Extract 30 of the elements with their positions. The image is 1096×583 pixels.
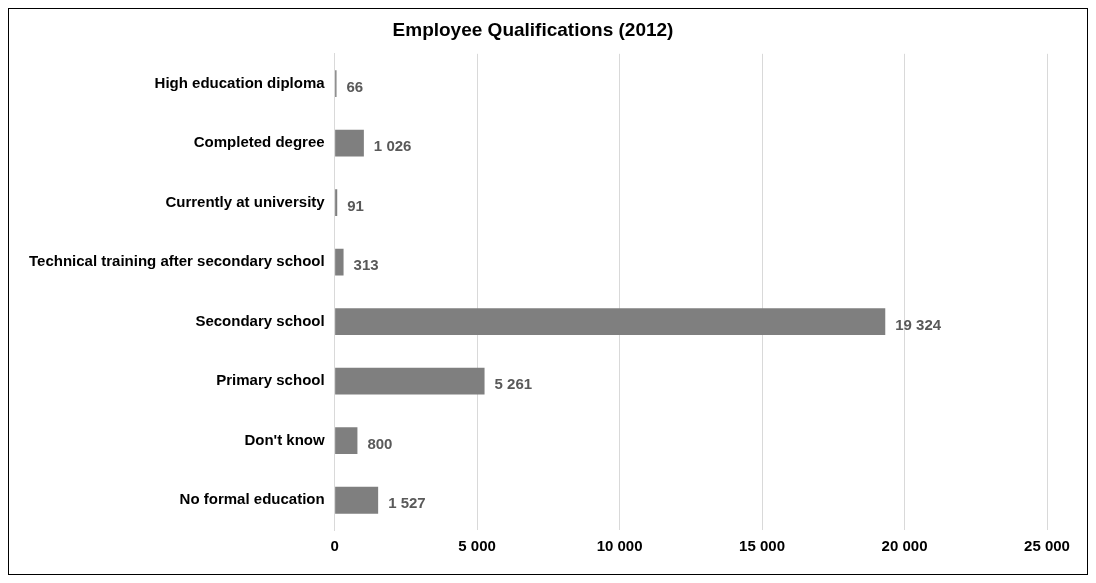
data-label: 1 527 <box>388 494 426 512</box>
data-label: 91 <box>347 196 364 214</box>
data-label: 313 <box>353 256 379 274</box>
data-label: 5 261 <box>494 375 533 393</box>
y-tick-label: No formal education <box>179 490 325 508</box>
y-tick-label: Technical training after secondary school <box>28 252 325 270</box>
y-tick-label: Primary school <box>216 371 325 389</box>
x-tick-label: 25 000 <box>1024 537 1070 555</box>
bar <box>335 189 338 217</box>
y-tick-label: Completed degree <box>193 133 325 151</box>
bar <box>335 427 358 455</box>
data-label: 800 <box>367 434 393 452</box>
data-label: 19 324 <box>895 315 942 333</box>
data-label: 66 <box>346 77 364 95</box>
bar <box>335 248 344 276</box>
bar <box>335 129 364 157</box>
y-tick-label: High education diploma <box>154 73 326 91</box>
x-tick-label: 0 <box>330 537 339 555</box>
y-tick-label: Secondary school <box>195 311 325 329</box>
x-tick-label: 10 000 <box>596 537 643 555</box>
bar <box>335 367 485 395</box>
x-tick-label: 20 000 <box>881 537 928 555</box>
bar <box>335 486 379 514</box>
bar <box>335 308 886 336</box>
data-label: 1 026 <box>373 137 412 155</box>
y-tick-label: Currently at university <box>165 192 326 210</box>
x-tick-label: 15 000 <box>739 537 785 555</box>
chart-title: Employee Qualifications (2012) <box>392 18 674 40</box>
x-tick-label: 5 000 <box>458 537 496 555</box>
y-tick-label: Don't know <box>244 430 325 448</box>
